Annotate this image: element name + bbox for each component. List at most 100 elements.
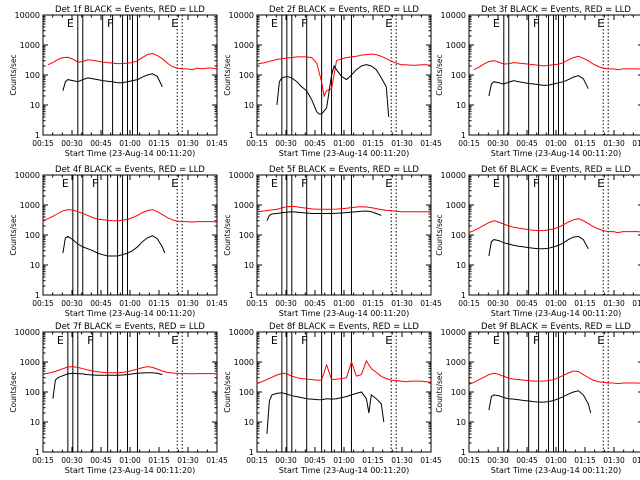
x-axis-label: Start Time (23-Aug-14 00:11:20) — [491, 309, 622, 318]
flag-label: E — [271, 17, 278, 30]
x-tick-label: 00:15 — [458, 139, 480, 148]
flag-label: E — [493, 177, 500, 190]
plot-area — [47, 15, 217, 135]
panel-det-9: 1 10 100 1000 10000 00:15 00:30 00:45 01:00 01:15… — [435, 322, 640, 475]
x-tick-label: 01:15 — [148, 456, 170, 465]
flag-label: E — [385, 334, 392, 347]
x-tick-label: 00:30 — [61, 139, 83, 148]
y-tick-label: 10 — [456, 101, 466, 110]
x-tick-label: 01:00 — [333, 456, 355, 465]
plot-area — [257, 175, 431, 295]
y-tick-label: 1 — [249, 131, 254, 140]
flag-label: E — [67, 17, 74, 30]
flag-label: E — [271, 334, 278, 347]
y-axis-label: Counts/sec — [435, 214, 444, 255]
series-lld-line — [43, 209, 217, 223]
flag-label: E — [171, 177, 178, 190]
x-tick-label: 00:45 — [516, 456, 538, 465]
panel-title: Det 8f BLACK = Events, RED = LLD — [269, 322, 419, 332]
x-tick-label: 00:15 — [458, 456, 480, 465]
series-lld-line — [469, 218, 640, 234]
flag-label: E — [62, 177, 69, 190]
y-axis-label: Counts/sec — [435, 371, 444, 412]
panel-title: Det 4f BLACK = Events, RED = LLD — [55, 165, 205, 175]
flag-label: E — [171, 17, 178, 30]
x-tick-label: 01:45 — [206, 299, 228, 308]
plot-area — [257, 15, 431, 135]
panel-det-3: 1 10 100 1000 10000 00:15 00:30 00:45 01:00 01:15… — [435, 5, 640, 158]
y-tick-label: 1000 — [446, 41, 466, 50]
flag-label: E — [597, 17, 604, 30]
x-tick-label: 01:00 — [119, 299, 141, 308]
x-tick-label: 01:45 — [206, 139, 228, 148]
plot-frame — [42, 14, 218, 136]
x-tick-label: 00:30 — [487, 299, 509, 308]
x-tick-label: 01:15 — [574, 299, 596, 308]
panel-title: Det 2f BLACK = Events, RED = LLD — [269, 5, 419, 15]
y-tick-label: 10 — [244, 418, 254, 427]
y-tick-label: 10000 — [229, 328, 254, 337]
y-tick-label: 1 — [461, 291, 466, 300]
x-tick-label: 01:15 — [362, 299, 384, 308]
y-tick-label: 1000 — [446, 358, 466, 367]
flag-label: F — [301, 334, 307, 347]
series-events-line — [266, 210, 382, 221]
flag-label: E — [385, 17, 392, 30]
y-tick-label: 10 — [244, 261, 254, 270]
flag-label: F — [301, 177, 307, 190]
series-lld-line — [257, 205, 431, 213]
y-axis-label: Counts/sec — [223, 54, 232, 95]
flag-label: E — [493, 334, 500, 347]
flag-label: E — [493, 17, 500, 30]
plot-frame — [42, 174, 218, 296]
y-axis-label: Counts/sec — [9, 214, 18, 255]
series-lld-line — [43, 366, 217, 375]
x-tick-label: 00:30 — [275, 456, 297, 465]
y-tick-label: 1000 — [234, 41, 254, 50]
x-tick-label: 01:45 — [632, 456, 640, 465]
series-events-line — [488, 235, 589, 257]
x-tick-label: 01:30 — [603, 299, 625, 308]
series-lld-line — [473, 55, 640, 71]
y-tick-label: 10000 — [15, 328, 40, 337]
y-tick-label: 100 — [451, 388, 466, 397]
x-tick-label: 01:30 — [391, 139, 413, 148]
x-tick-label: 01:00 — [545, 456, 567, 465]
series-lld-line — [47, 52, 217, 71]
y-tick-label: 10000 — [441, 328, 466, 337]
panel-title: Det 3f BLACK = Events, RED = LLD — [481, 5, 631, 15]
y-tick-label: 1000 — [20, 201, 40, 210]
series-events-line — [276, 64, 390, 117]
plot-area — [257, 332, 431, 452]
x-tick-label: 01:45 — [632, 299, 640, 308]
plot-frame — [256, 174, 432, 296]
x-tick-label: 01:15 — [574, 456, 596, 465]
flag-label: F — [92, 177, 98, 190]
x-tick-label: 00:45 — [516, 139, 538, 148]
flag-label: E — [597, 177, 604, 190]
y-tick-label: 1 — [35, 131, 40, 140]
y-tick-label: 1 — [35, 448, 40, 457]
x-tick-label: 01:00 — [119, 139, 141, 148]
x-tick-label: 01:00 — [333, 299, 355, 308]
y-tick-label: 10000 — [441, 171, 466, 180]
panel-title: Det 6f BLACK = Events, RED = LLD — [481, 165, 631, 175]
y-tick-label: 1000 — [446, 201, 466, 210]
plot-area — [469, 175, 640, 295]
x-axis-label: Start Time (23-Aug-14 00:11:20) — [279, 466, 410, 475]
y-tick-label: 1 — [35, 291, 40, 300]
flag-label: E — [597, 334, 604, 347]
x-axis-label: Start Time (23-Aug-14 00:11:20) — [279, 309, 410, 318]
series-lld-line — [469, 370, 640, 385]
x-axis-label: Start Time (23-Aug-14 00:11:20) — [491, 466, 622, 475]
panel-det-2: 1 10 100 1000 10000 00:15 00:30 00:45 01:00 01:15… — [223, 5, 442, 158]
flag-label: F — [301, 17, 307, 30]
x-axis-label: Start Time (23-Aug-14 00:11:20) — [65, 149, 196, 158]
x-tick-label: 00:30 — [61, 456, 83, 465]
x-tick-label: 01:30 — [177, 299, 199, 308]
series-events-line — [266, 391, 385, 434]
x-tick-label: 01:00 — [333, 139, 355, 148]
series-events-line — [52, 372, 163, 399]
x-tick-label: 01:15 — [148, 299, 170, 308]
